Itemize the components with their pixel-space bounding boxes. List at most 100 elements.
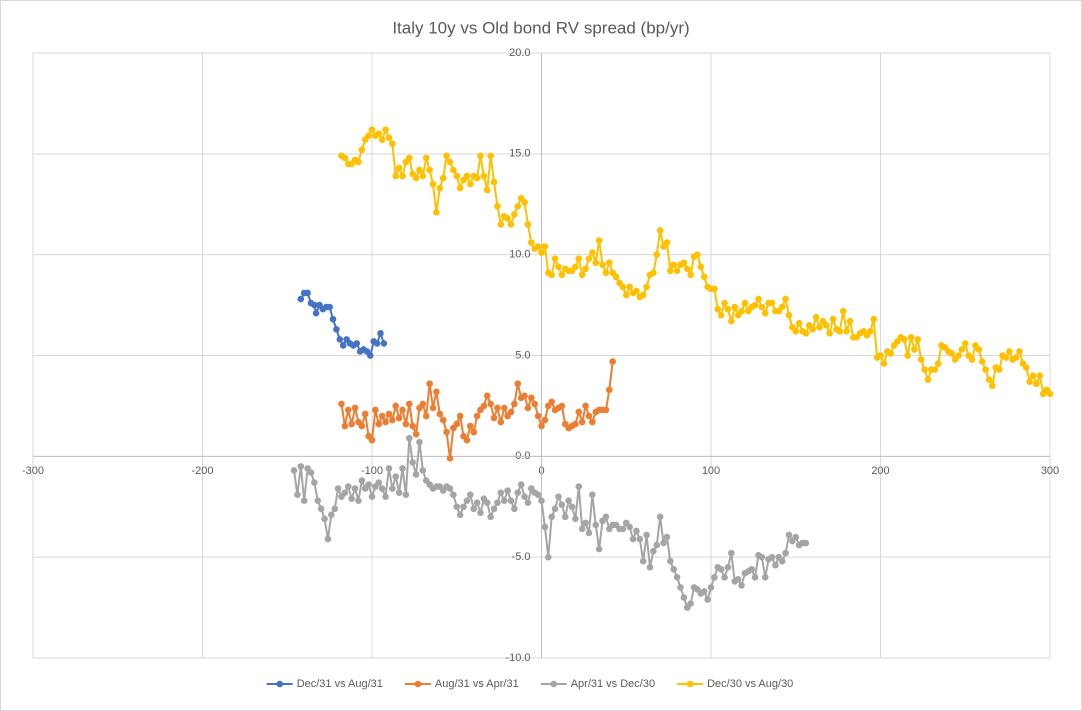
data-point: [558, 402, 566, 410]
data-point: [670, 261, 678, 269]
legend-label: Aug/31 vs Apr/31: [435, 678, 519, 690]
data-point: [541, 243, 549, 250]
data-point: [626, 523, 633, 531]
data-point: [558, 501, 566, 509]
data-point: [541, 523, 549, 531]
data-point: [312, 309, 320, 317]
series: [297, 289, 388, 359]
data-point: [704, 596, 711, 603]
data-point: [585, 529, 593, 537]
data-point: [731, 303, 739, 311]
data-point: [524, 499, 532, 507]
data-point: [385, 410, 393, 418]
data-point: [487, 152, 494, 160]
data-point: [633, 527, 640, 535]
data-point: [389, 416, 396, 424]
data-point: [500, 497, 508, 505]
data-point: [395, 164, 403, 172]
data-point: [717, 311, 725, 319]
data-point: [373, 340, 381, 347]
data-point: [429, 404, 437, 412]
data-point: [609, 358, 616, 365]
data-point: [416, 166, 423, 174]
data-point: [575, 408, 583, 416]
data-point: [507, 408, 515, 416]
x-tick-label: -200: [191, 465, 213, 477]
data-point: [433, 388, 440, 396]
data-point: [707, 584, 715, 591]
data-point: [439, 174, 447, 182]
data-point: [497, 418, 505, 426]
data-point: [585, 412, 593, 420]
data-point: [368, 493, 376, 500]
data-point: [663, 533, 671, 541]
data-point: [311, 479, 318, 486]
data-point: [361, 410, 369, 418]
data-point: [402, 420, 410, 428]
data-point: [561, 513, 569, 521]
data-point: [738, 307, 745, 315]
data-point: [334, 485, 342, 492]
legend-label: Dec/31 vs Aug/31: [297, 678, 383, 690]
data-point: [317, 505, 325, 513]
data-point: [538, 422, 545, 430]
data-point: [585, 255, 593, 262]
data-point: [602, 406, 610, 414]
data-point: [467, 491, 474, 498]
data-point: [867, 328, 874, 335]
data-point: [521, 493, 528, 500]
data-point: [663, 239, 671, 246]
data-point: [477, 152, 484, 160]
data-point: [416, 438, 423, 446]
data-point: [405, 434, 413, 442]
data-point: [677, 584, 684, 591]
data-point: [473, 412, 481, 420]
data-point: [995, 366, 1003, 373]
data-point: [422, 412, 430, 420]
data-point: [395, 489, 403, 496]
data-point: [365, 132, 372, 139]
data-point: [772, 561, 779, 569]
data-point: [372, 406, 379, 414]
data-point: [900, 336, 908, 343]
data-point: [572, 515, 579, 523]
data-point: [724, 305, 732, 313]
data-point: [785, 531, 793, 539]
data-point: [446, 455, 454, 462]
data-point: [802, 539, 810, 547]
data-point: [456, 184, 464, 192]
legend-swatch-marker: [276, 680, 283, 688]
data-point: [575, 255, 583, 262]
data-point: [490, 414, 498, 422]
data-point: [429, 180, 437, 188]
data-point: [392, 402, 400, 410]
data-point: [344, 406, 352, 414]
data-point: [467, 180, 474, 188]
legend-label: Dec/30 vs Aug/30: [707, 678, 793, 690]
series: [290, 434, 810, 611]
data-point: [606, 259, 613, 267]
data-point: [633, 287, 640, 295]
data-point: [517, 481, 525, 488]
data-point: [426, 380, 433, 388]
data-point: [602, 269, 610, 277]
data-point: [636, 535, 644, 543]
data-point: [538, 249, 545, 256]
data-point: [480, 402, 488, 410]
data-point: [497, 489, 505, 496]
data-point: [375, 479, 383, 486]
data-point: [456, 511, 464, 519]
data-point: [507, 221, 515, 228]
data-point: [405, 154, 413, 162]
data-point: [548, 398, 555, 406]
data-point: [595, 237, 603, 244]
data-point: [470, 428, 478, 436]
data-point: [656, 513, 664, 521]
data-point: [348, 420, 355, 428]
data-point: [795, 319, 803, 327]
data-point: [514, 380, 522, 388]
data-point: [578, 271, 586, 279]
data-point: [683, 265, 691, 273]
data-point: [809, 325, 816, 333]
data-point: [463, 497, 471, 505]
